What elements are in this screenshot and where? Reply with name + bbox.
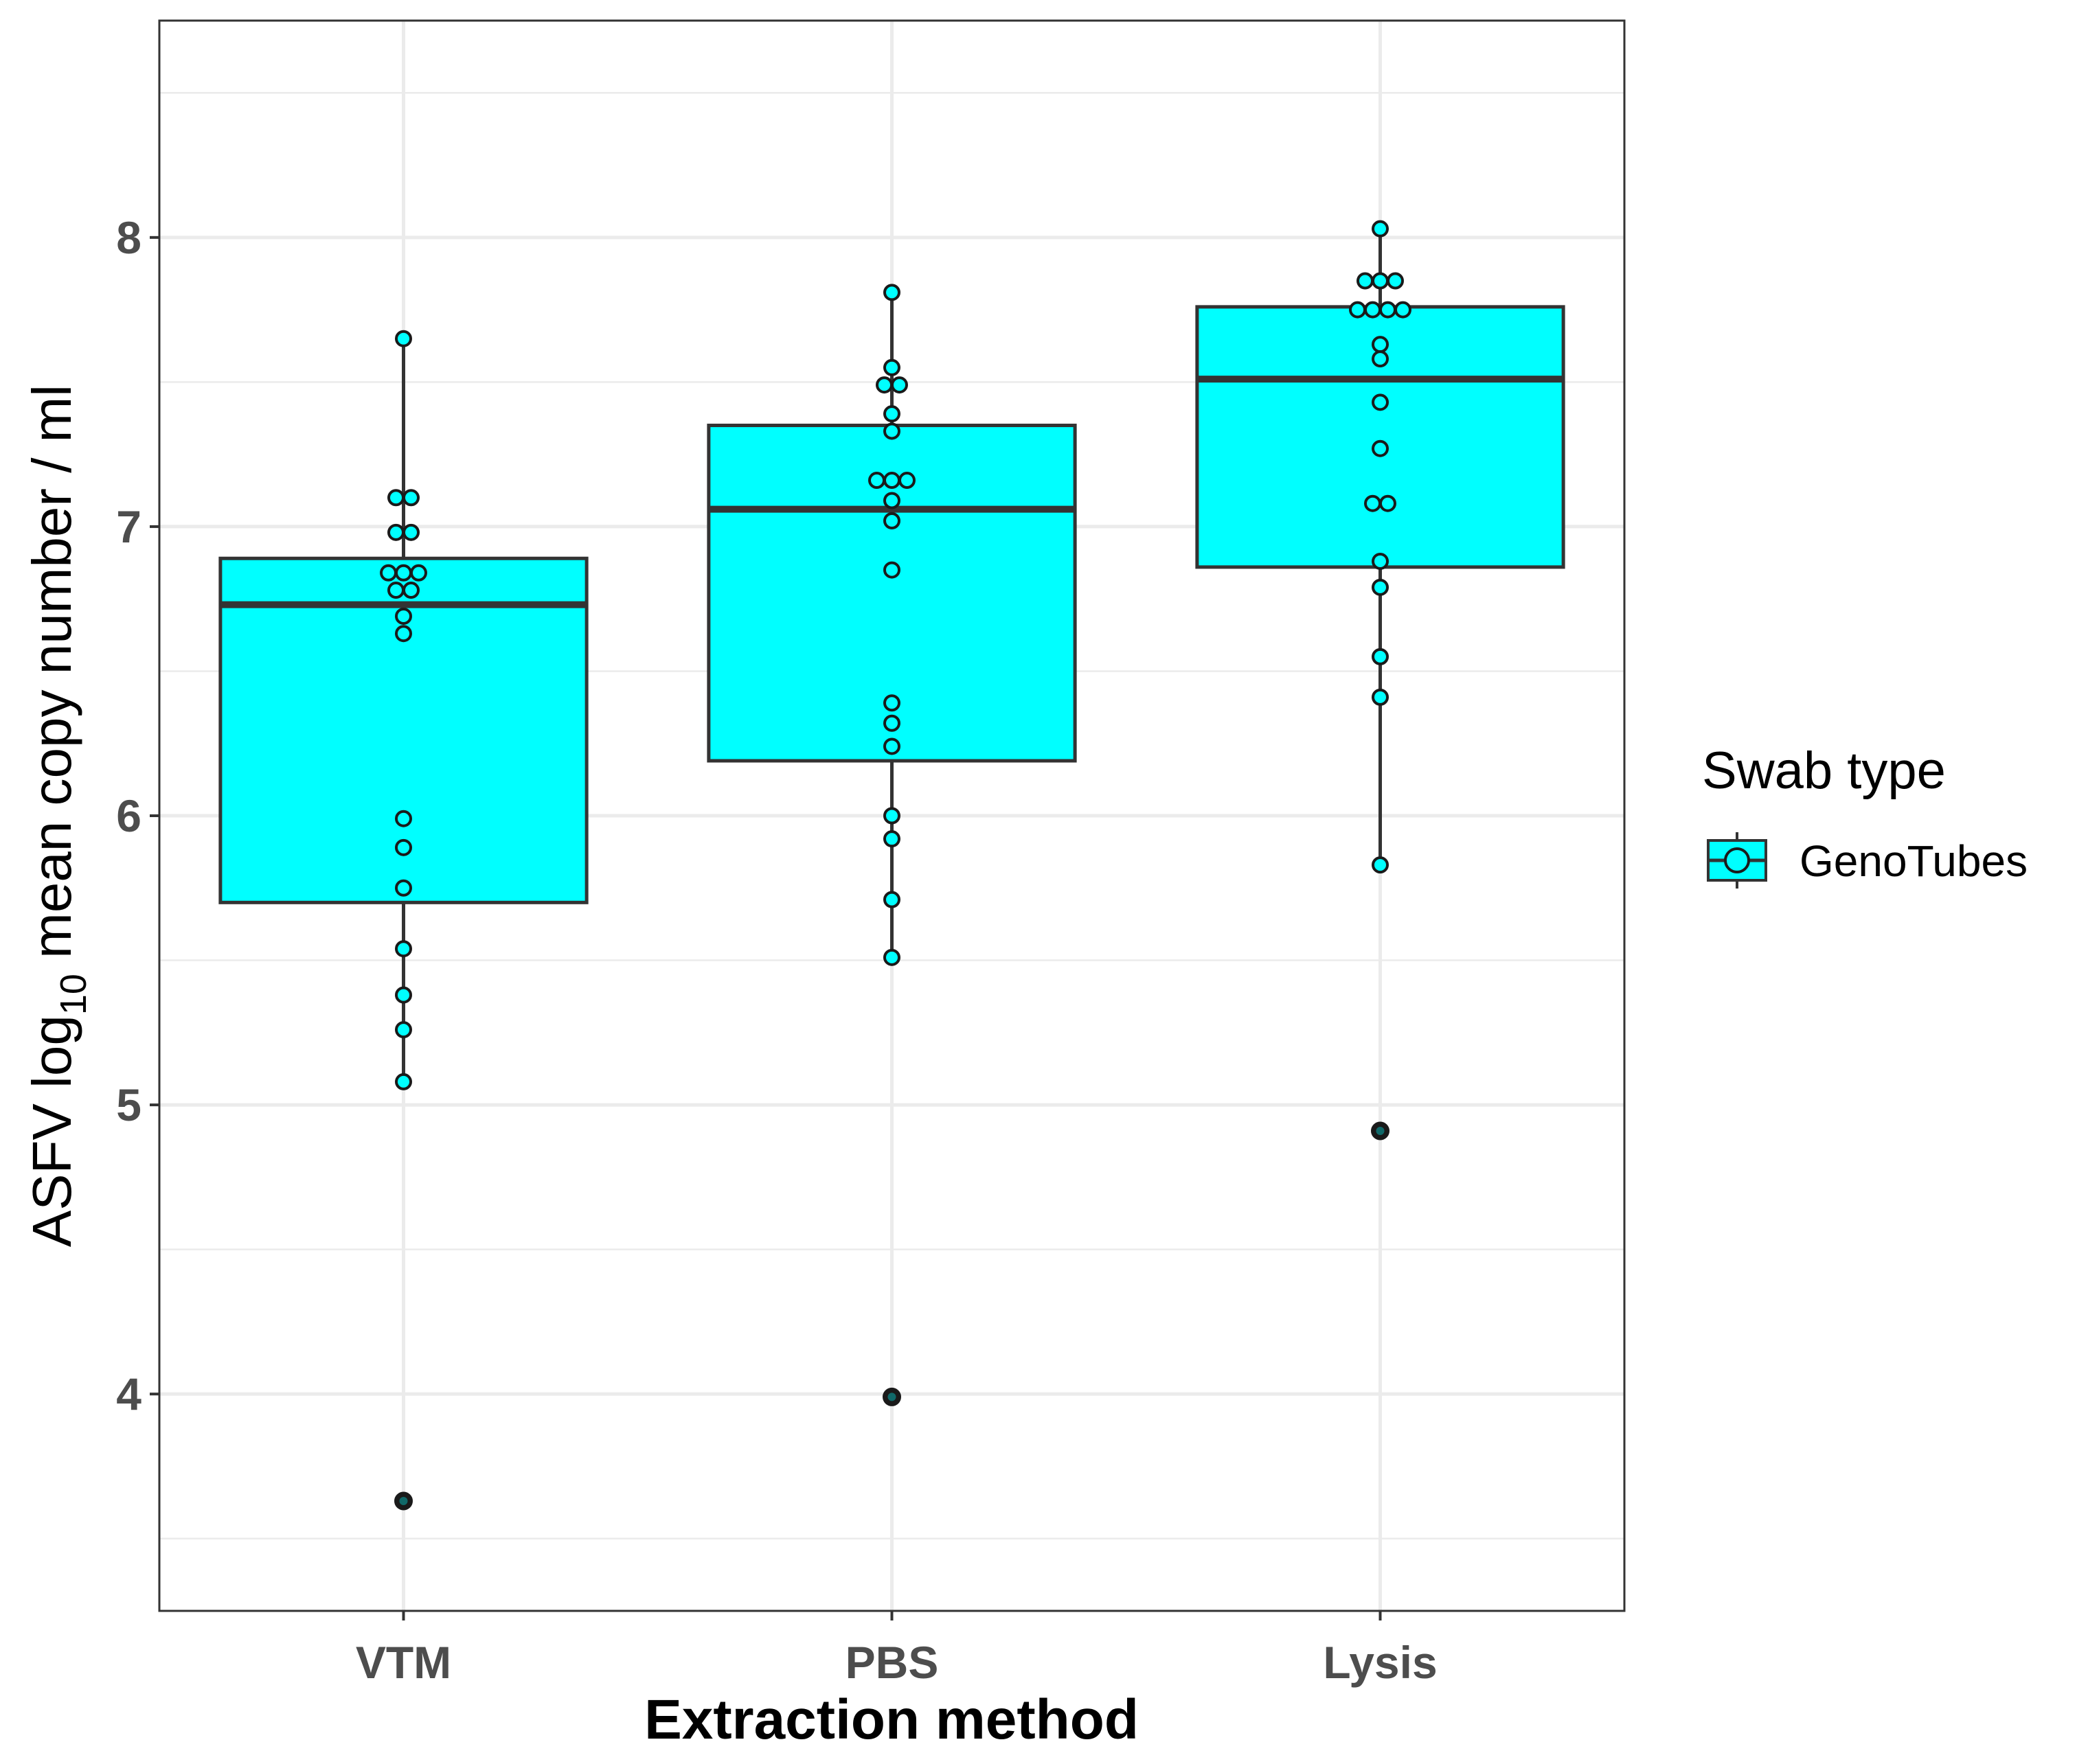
x-tick-label: PBS xyxy=(846,1637,939,1688)
data-point xyxy=(395,564,412,582)
data-point xyxy=(395,1073,412,1090)
data-point xyxy=(1364,301,1381,319)
data-point xyxy=(395,607,412,625)
legend-title: Swab type xyxy=(1702,742,1946,800)
data-point xyxy=(1372,856,1389,874)
data-point xyxy=(883,358,900,376)
x-tick-label: Lysis xyxy=(1323,1637,1437,1688)
data-point xyxy=(395,1021,412,1039)
data-point xyxy=(883,284,900,301)
data-point xyxy=(1394,301,1411,319)
data-point xyxy=(410,564,427,582)
data-point xyxy=(387,489,405,507)
data-point xyxy=(395,879,412,897)
data-point xyxy=(387,582,405,599)
data-point xyxy=(1372,578,1389,596)
data-point xyxy=(402,582,420,599)
points-layer xyxy=(380,220,1411,1511)
outlier-point-highlight xyxy=(1376,1126,1385,1135)
data-point xyxy=(876,376,893,394)
data-point xyxy=(883,472,900,490)
data-point xyxy=(883,422,900,440)
data-point xyxy=(883,830,900,848)
data-point xyxy=(395,940,412,958)
data-point xyxy=(1379,494,1396,512)
outlier-point-highlight xyxy=(887,1393,896,1401)
data-point xyxy=(883,714,900,732)
y-tick-label: 6 xyxy=(116,790,141,841)
data-point xyxy=(395,625,412,643)
data-point xyxy=(883,948,900,966)
y-axis-title: ASFV log10 mean copy number / ml xyxy=(21,385,94,1247)
data-point xyxy=(891,376,908,394)
x-axis-title: Extraction method xyxy=(644,1688,1139,1751)
data-point xyxy=(1372,350,1389,368)
y-axis-title-suffix: mean copy number / ml xyxy=(21,385,82,974)
y-tick-label: 5 xyxy=(116,1079,141,1130)
outlier-point xyxy=(883,1387,901,1406)
data-point xyxy=(1364,494,1381,512)
legend-label-genotubes: GenoTubes xyxy=(1800,836,2028,886)
data-point xyxy=(883,694,900,712)
axes-layer: 4 5 6 7 8 VTM PBS Lysis xyxy=(116,212,1437,1688)
data-point xyxy=(883,891,900,908)
outlier-point xyxy=(394,1491,413,1511)
data-point xyxy=(1372,648,1389,665)
data-point xyxy=(1372,272,1389,290)
outlier-point-highlight xyxy=(399,1496,408,1505)
data-point xyxy=(883,512,900,529)
outlier-point xyxy=(1371,1121,1389,1141)
data-point xyxy=(387,523,405,541)
data-point xyxy=(1372,336,1389,354)
data-point xyxy=(898,472,916,490)
y-tick-label: 7 xyxy=(116,501,141,552)
data-point xyxy=(380,564,397,582)
data-point xyxy=(1372,688,1389,706)
data-point xyxy=(395,986,412,1004)
y-axis-title-subscript: 10 xyxy=(53,974,94,1015)
data-point xyxy=(883,737,900,755)
data-point xyxy=(868,472,885,490)
data-point xyxy=(1372,220,1389,238)
data-point xyxy=(395,838,412,856)
data-point xyxy=(1372,393,1389,411)
data-point xyxy=(1372,439,1389,457)
data-point xyxy=(883,807,900,825)
data-point xyxy=(1387,272,1404,290)
data-point xyxy=(1372,552,1389,570)
data-point xyxy=(883,492,900,509)
data-point xyxy=(402,523,420,541)
data-point xyxy=(1379,301,1396,319)
x-tick-label: VTM xyxy=(356,1637,451,1688)
legend-key-point xyxy=(1724,847,1750,873)
y-axis-title-prefix: ASFV log xyxy=(21,1015,82,1247)
data-point xyxy=(402,489,420,507)
legend: Swab type GenoTubes xyxy=(1702,742,2028,889)
data-point xyxy=(883,561,900,579)
data-point xyxy=(883,405,900,423)
data-point xyxy=(1357,272,1374,290)
data-point xyxy=(395,330,412,347)
y-tick-label: 8 xyxy=(116,212,141,263)
data-point xyxy=(1349,301,1366,319)
y-tick-label: 4 xyxy=(116,1368,141,1419)
data-point xyxy=(395,810,412,827)
